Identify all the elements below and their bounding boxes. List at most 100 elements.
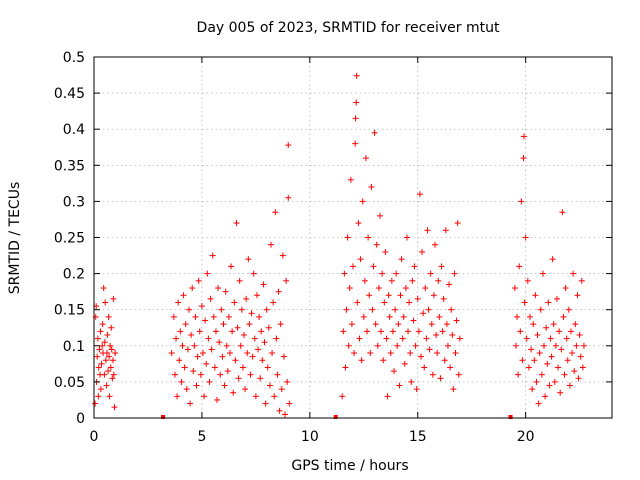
data-point [104, 331, 111, 338]
data-point [395, 321, 402, 328]
data-point [517, 328, 524, 335]
data-point [110, 295, 117, 302]
data-point [170, 313, 177, 320]
data-point [417, 353, 424, 360]
baseline-marker [161, 415, 166, 419]
data-point [350, 263, 356, 270]
data-point [176, 357, 183, 364]
data-point [541, 342, 548, 349]
data-point [267, 241, 274, 248]
data-point [542, 393, 549, 400]
x-tick-label: 15 [409, 429, 427, 445]
y-tick-label: 0.2 [63, 267, 85, 283]
data-point [354, 299, 361, 306]
data-point [375, 285, 382, 292]
data-point [419, 248, 426, 255]
x-axis-title: GPS time / hours [291, 458, 408, 474]
data-point [199, 350, 206, 357]
data-point [406, 299, 413, 306]
data-point [444, 342, 451, 349]
data-point [245, 256, 252, 263]
data-point [564, 357, 571, 364]
data-point [512, 342, 519, 349]
data-point [559, 209, 566, 216]
data-point [241, 331, 248, 338]
data-point [258, 328, 265, 335]
data-point [202, 317, 209, 324]
data-point [192, 313, 199, 320]
data-point [401, 360, 408, 367]
data-point [357, 256, 364, 263]
data-point [187, 400, 194, 407]
data-point [414, 295, 421, 302]
data-point [440, 295, 447, 302]
data-point [394, 342, 401, 349]
y-tick-label: 0 [76, 411, 85, 427]
data-point [456, 335, 463, 342]
data-point [448, 306, 455, 313]
data-point [367, 350, 374, 357]
data-point [223, 342, 230, 349]
data-point [353, 99, 360, 106]
data-point [430, 292, 437, 299]
data-point [405, 328, 412, 335]
data-point [234, 324, 241, 331]
data-point [392, 306, 399, 313]
data-point [262, 400, 269, 407]
data-point [525, 364, 532, 371]
data-point [520, 133, 527, 140]
data-point [207, 295, 214, 302]
x-tick-labels: 0 5 10 15 20 [90, 429, 535, 445]
data-point [534, 331, 541, 338]
data-point [343, 306, 350, 313]
data-point [535, 400, 542, 407]
data-point [243, 295, 250, 302]
data-point [278, 386, 285, 393]
data-point [576, 331, 583, 338]
data-point [263, 306, 270, 313]
data-point [94, 353, 101, 360]
data-point [194, 353, 201, 360]
data-point [204, 270, 211, 277]
x-tick-label: 20 [517, 429, 535, 445]
data-point [530, 321, 537, 328]
data-point [536, 350, 543, 357]
data-point [106, 353, 113, 360]
data-point [571, 368, 578, 375]
data-point [107, 342, 114, 349]
data-point [109, 375, 116, 382]
data-point [556, 328, 563, 335]
data-point [174, 393, 181, 400]
data-point [102, 299, 109, 306]
data-point [412, 342, 419, 349]
data-point [175, 299, 182, 306]
data-point [529, 386, 536, 393]
data-point [423, 335, 430, 342]
data-point [339, 393, 346, 400]
data-point [452, 350, 459, 357]
data-point [547, 335, 554, 342]
data-point [379, 270, 386, 277]
data-point [101, 371, 108, 378]
data-point [520, 155, 527, 162]
data-point [210, 313, 217, 320]
data-point [368, 183, 375, 190]
data-point [264, 364, 271, 371]
data-point [560, 313, 567, 320]
data-point [531, 357, 538, 364]
data-point [361, 277, 368, 284]
data-point [97, 328, 104, 335]
data-point [426, 346, 433, 353]
data-point [224, 368, 231, 375]
data-point [98, 360, 105, 367]
data-point [438, 263, 445, 270]
data-point [557, 389, 564, 396]
data-point [451, 270, 458, 277]
data-point [524, 277, 531, 284]
data-point [191, 342, 198, 349]
data-point [454, 220, 461, 227]
data-point [429, 371, 436, 378]
data-point [171, 371, 178, 378]
data-point [282, 411, 289, 418]
data-point [422, 285, 429, 292]
